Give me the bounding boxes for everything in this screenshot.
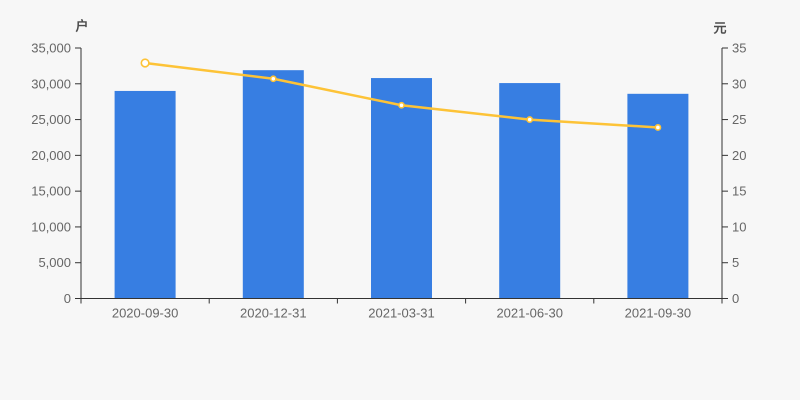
y-tick-label-left: 25,000 [31, 112, 71, 127]
bar-2021-03-31 [371, 78, 432, 299]
y-tick-label-left: 30,000 [31, 76, 71, 91]
y-tick-label-left: 10,000 [31, 219, 71, 234]
line-marker-2021-06-30 [526, 116, 534, 123]
y-tick-label-right: 25 [732, 112, 746, 127]
y-tick-label-left: 35,000 [31, 41, 71, 56]
y-tick-label-left: 0 [64, 291, 71, 306]
right-axis-unit-label: 元 [713, 20, 727, 36]
y-tick-label-right: 0 [732, 291, 739, 306]
y-tick-label-right: 35 [732, 41, 746, 56]
bar-2020-12-31 [242, 70, 304, 299]
left-axis-unit-label: 户 [75, 18, 89, 34]
line-marker-2020-12-31 [269, 75, 277, 83]
line-marker-2021-03-31 [398, 101, 405, 109]
x-tick-label: 2021-06-30 [496, 306, 563, 321]
y-tick-label-left: 5,000 [38, 255, 71, 270]
line-marker-2021-09-30 [654, 124, 662, 131]
y-tick-label-right: 30 [732, 76, 746, 91]
x-tick-label: 2021-03-31 [368, 306, 435, 321]
bar-2020-09-30 [114, 90, 176, 299]
x-tick-label: 2020-12-31 [240, 306, 307, 321]
y-tick-label-right: 5 [732, 255, 739, 270]
y-tick-label-left: 15,000 [31, 184, 71, 199]
x-tick-label: 2020-09-30 [112, 306, 179, 321]
line-marker-2020-09-30 [140, 58, 150, 68]
bar-2021-06-30 [499, 83, 561, 299]
y-tick-label-right: 15 [732, 184, 746, 199]
x-tick-label: 2021-09-30 [625, 306, 692, 321]
y-tick-label-right: 20 [732, 148, 746, 163]
y-tick-label-left: 20,000 [31, 148, 71, 163]
y-tick-label-right: 10 [732, 219, 746, 234]
